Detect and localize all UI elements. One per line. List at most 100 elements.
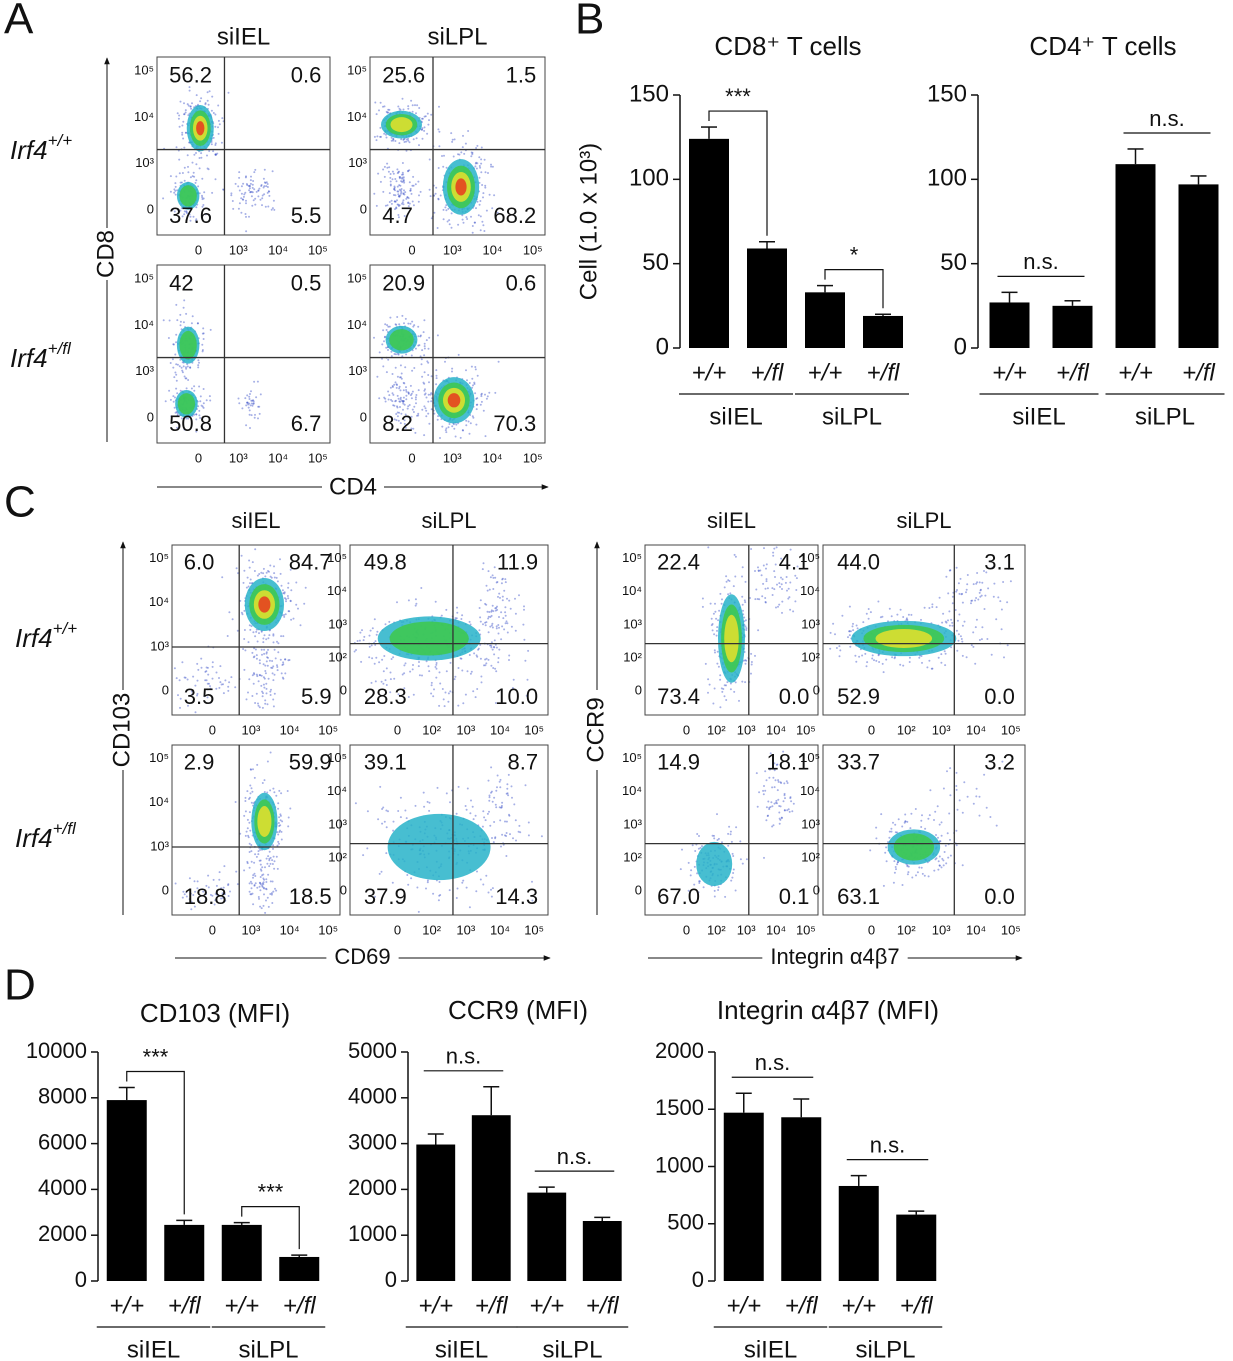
event-dot bbox=[254, 203, 257, 206]
event-dot bbox=[280, 635, 283, 638]
event-dot bbox=[865, 665, 868, 668]
y-tick-label: 0 bbox=[340, 683, 347, 698]
quadrant-percent: 3.5 bbox=[184, 684, 215, 709]
event-dot bbox=[479, 657, 482, 660]
event-dot bbox=[457, 785, 460, 788]
event-dot bbox=[177, 117, 180, 120]
event-dot bbox=[240, 197, 243, 200]
event-dot bbox=[172, 208, 174, 211]
event-dot bbox=[186, 678, 189, 681]
event-dot bbox=[278, 825, 281, 827]
x-tick-label: 10² bbox=[707, 922, 726, 937]
y-tick-label: 10⁴ bbox=[800, 583, 820, 598]
event-dot bbox=[280, 792, 283, 795]
quadrant-percent: 4.7 bbox=[382, 203, 413, 228]
event-dot bbox=[780, 583, 783, 586]
event-dot bbox=[713, 633, 716, 636]
quadrant-percent: 5.5 bbox=[291, 203, 322, 228]
event-dot bbox=[893, 871, 896, 874]
event-dot bbox=[389, 671, 392, 674]
event-dot bbox=[385, 852, 388, 855]
event-dot bbox=[403, 422, 406, 425]
event-dot bbox=[382, 168, 385, 171]
event-dot bbox=[256, 380, 259, 383]
event-dot bbox=[283, 591, 286, 594]
event-dot bbox=[269, 575, 272, 578]
event-dot bbox=[901, 884, 904, 886]
event-dot bbox=[175, 387, 178, 390]
y-tick-label: 2000 bbox=[655, 1038, 704, 1063]
event-dot bbox=[481, 568, 484, 571]
event-dot bbox=[269, 694, 272, 696]
event-dot bbox=[503, 589, 506, 592]
event-dot bbox=[519, 831, 522, 834]
event-dot bbox=[423, 342, 426, 345]
event-dot bbox=[470, 365, 473, 368]
event-dot bbox=[269, 789, 272, 792]
event-dot bbox=[175, 373, 178, 376]
event-dot bbox=[908, 656, 911, 659]
event-dot bbox=[289, 600, 292, 603]
event-dot bbox=[246, 401, 249, 404]
event-dot bbox=[240, 611, 243, 614]
event-dot bbox=[245, 230, 248, 233]
event-dot bbox=[885, 658, 888, 661]
y-tick-label: 10⁵ bbox=[327, 550, 347, 565]
event-dot bbox=[245, 424, 248, 427]
event-dot bbox=[263, 686, 266, 689]
event-dot bbox=[407, 696, 410, 698]
event-dot bbox=[253, 655, 256, 658]
quadrant-percent: 59.9 bbox=[289, 750, 332, 775]
event-dot bbox=[186, 212, 188, 215]
event-dot bbox=[400, 180, 403, 183]
event-dot bbox=[371, 657, 374, 660]
event-dot bbox=[890, 615, 893, 618]
event-dot bbox=[411, 200, 414, 203]
event-dot bbox=[267, 637, 270, 640]
quadrant-percent: 8.2 bbox=[382, 411, 413, 436]
event-dot bbox=[263, 893, 265, 896]
event-dot bbox=[252, 768, 254, 771]
bar bbox=[723, 1112, 764, 1281]
event-dot bbox=[414, 431, 417, 434]
event-dot bbox=[493, 639, 496, 642]
event-dot bbox=[396, 185, 399, 188]
event-dot bbox=[784, 581, 787, 584]
event-dot bbox=[385, 826, 388, 829]
event-dot bbox=[512, 678, 515, 681]
event-dot bbox=[169, 398, 172, 401]
event-dot bbox=[264, 182, 267, 184]
event-dot bbox=[393, 353, 396, 355]
event-dot bbox=[167, 337, 170, 339]
event-dot bbox=[271, 660, 274, 662]
event-dot bbox=[421, 117, 424, 120]
density-core bbox=[389, 329, 414, 351]
event-dot bbox=[243, 193, 246, 196]
event-dot bbox=[418, 344, 421, 347]
event-dot bbox=[394, 140, 397, 142]
quadrant-percent: 5.9 bbox=[301, 684, 332, 709]
event-dot bbox=[390, 136, 393, 139]
event-dot bbox=[491, 887, 494, 890]
event-dot bbox=[276, 580, 279, 583]
event-dot bbox=[855, 624, 858, 627]
event-dot bbox=[267, 570, 269, 572]
event-dot bbox=[261, 866, 264, 869]
event-dot bbox=[447, 692, 450, 695]
event-dot bbox=[222, 188, 225, 191]
event-dot bbox=[720, 687, 723, 690]
event-dot bbox=[488, 193, 491, 196]
event-dot bbox=[829, 647, 832, 650]
event-dot bbox=[435, 374, 438, 377]
event-dot bbox=[505, 855, 508, 857]
event-dot bbox=[471, 151, 474, 154]
event-dot bbox=[405, 197, 408, 200]
event-dot bbox=[461, 429, 464, 432]
event-dot bbox=[893, 657, 896, 660]
y-tick-label: 10⁴ bbox=[134, 317, 154, 332]
event-dot bbox=[974, 599, 977, 602]
event-dot bbox=[754, 570, 756, 572]
event-dot bbox=[405, 138, 408, 141]
event-dot bbox=[495, 670, 498, 673]
event-dot bbox=[480, 392, 483, 395]
